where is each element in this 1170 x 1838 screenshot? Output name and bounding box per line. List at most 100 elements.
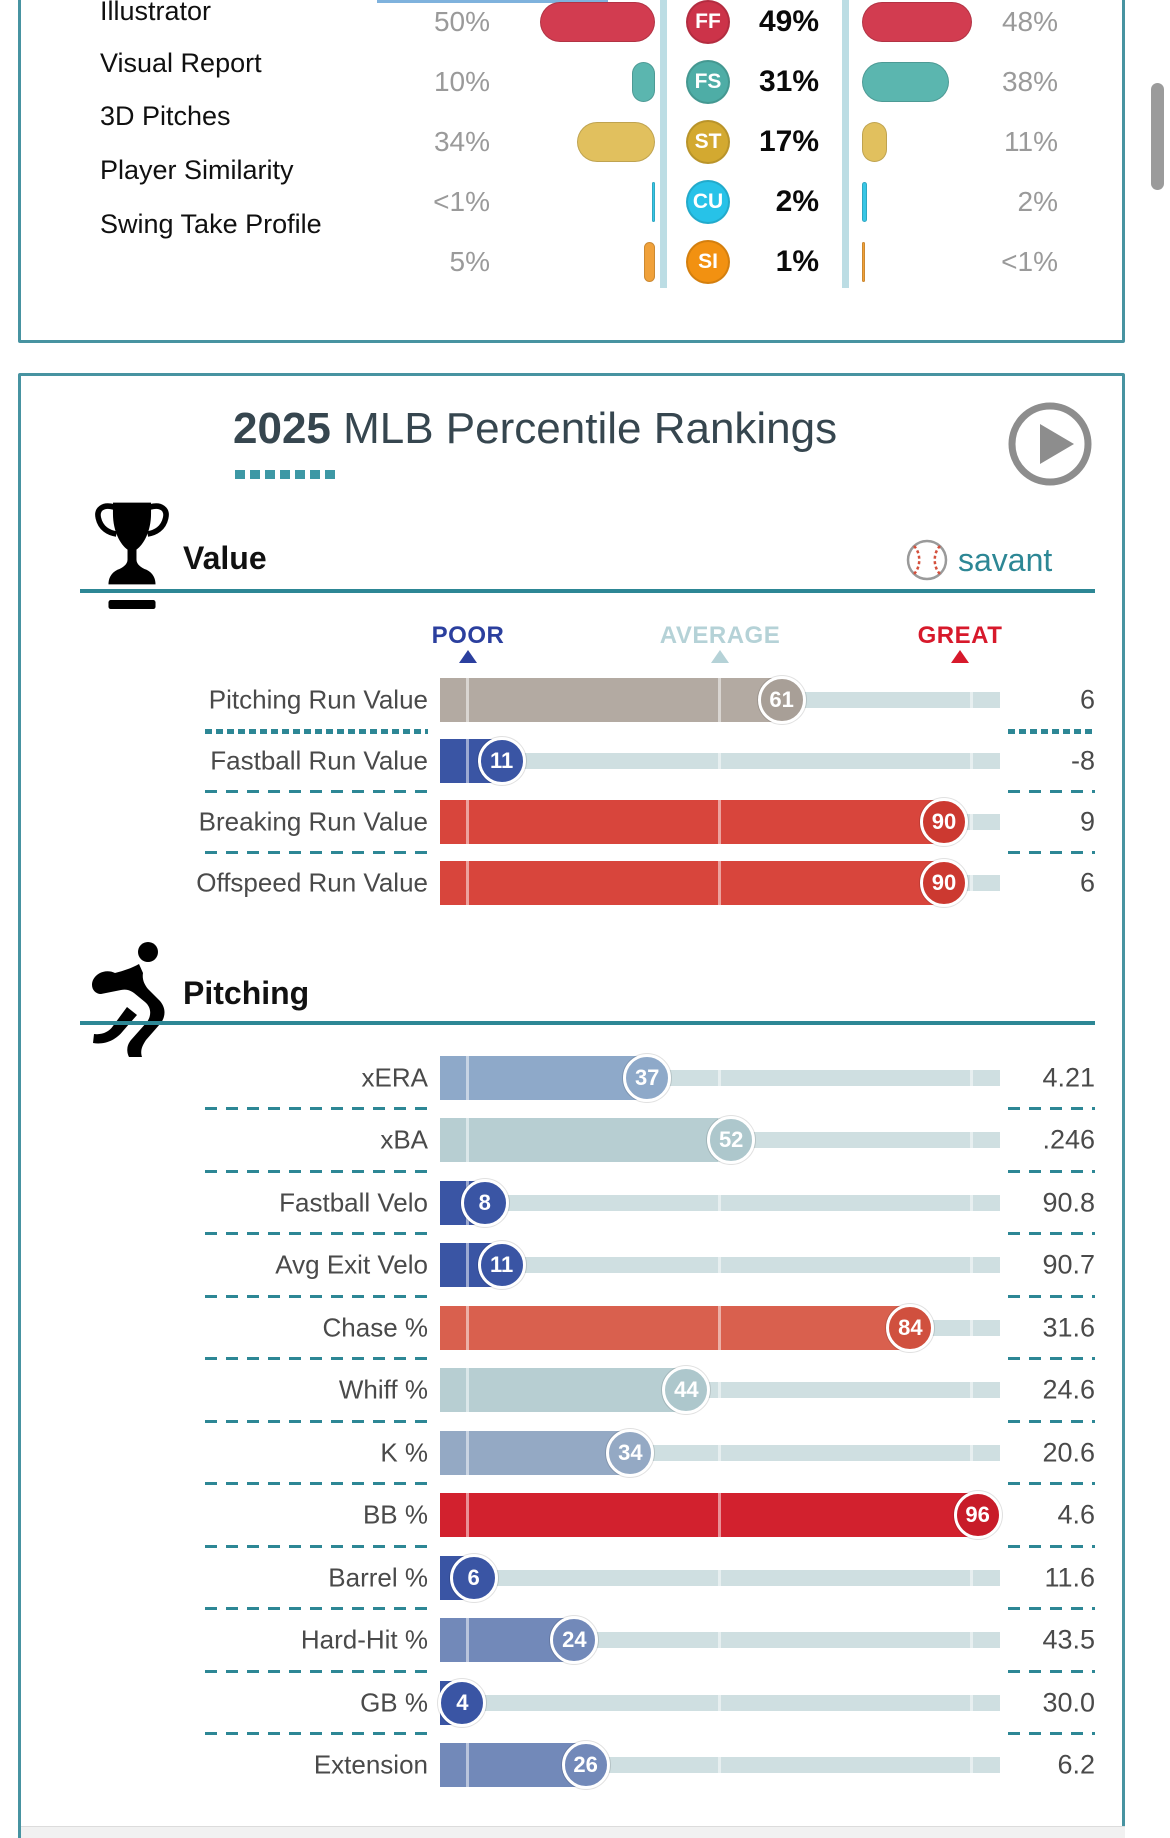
row-separator [205,1420,428,1423]
stat-label: Fastball Velo [279,1187,428,1218]
pitch-left-pct: 34% [433,126,490,157]
percentile-track: 96 [440,1491,1002,1539]
value-section-rule [80,589,1095,593]
tick-50th [718,1743,721,1787]
row-separator [1008,1607,1095,1610]
stat-value: 90.8 [1042,1187,1095,1218]
stat-row-barrel-pct[interactable]: Barrel % 6 11.6 [0,1554,1170,1602]
savant-logo[interactable]: savant [905,537,1052,583]
stat-value: 11.6 [1044,1562,1095,1593]
stat-label: Pitching Run Value [208,684,428,715]
pitch-type-badge: ST [686,120,730,164]
stat-value: 43.5 [1042,1624,1095,1655]
pitch-row-ff: 50% FF 49% 48% [0,0,1170,52]
stat-value: 4.6 [1057,1499,1095,1530]
row-separator-dotted [205,729,428,734]
stat-label: Barrel % [328,1562,428,1593]
pitch-center-pct: 1% [775,245,819,278]
stat-row-hard-hit-pct[interactable]: Hard-Hit % 24 43.5 [0,1616,1170,1664]
scale-label-average: AVERAGE [659,622,781,649]
tick-95th [970,1056,973,1100]
row-separator [1008,1545,1095,1548]
stat-value: .246 [1042,1124,1095,1155]
scrollbar-thumb[interactable] [1151,83,1164,190]
stat-row-breaking-run-value[interactable]: Breaking Run Value 90 9 [0,798,1170,846]
stat-row-xera[interactable]: xERA 37 4.21 [0,1054,1170,1102]
stat-row-bb-pct[interactable]: BB % 96 4.6 [0,1491,1170,1539]
stat-row-k-pct[interactable]: K % 34 20.6 [0,1429,1170,1477]
row-separator [1008,1295,1095,1298]
row-separator [205,1670,428,1673]
trophy-icon [92,497,172,614]
tick-5th [466,1493,469,1537]
row-separator [205,1607,428,1610]
percentile-track: 61 [440,676,1000,724]
title-dashed-underline [235,470,335,479]
stat-row-whiff-pct[interactable]: Whiff % 44 24.6 [0,1366,1170,1414]
stat-row-pitching-run-value[interactable]: Pitching Run Value 61 6 [0,676,1170,724]
page-title: 2025 MLB Percentile Rankings [233,404,837,454]
title-rest: MLB Percentile Rankings [330,404,838,453]
pitch-right-pct: 11% [1004,126,1058,157]
menu-item-swing-take[interactable]: Swing Take Profile [100,209,322,239]
pitch-left-pct: <1% [433,186,490,217]
percentile-track: 52 [440,1116,1000,1164]
stat-label: GB % [360,1687,428,1718]
percentile-badge: 52 [707,1116,756,1164]
poor-marker-icon [459,650,477,663]
tick-95th [970,1118,973,1162]
pitch-center-pct: 2% [775,185,819,218]
play-animation-button[interactable] [1004,398,1096,490]
pitch-divider-left [660,0,667,288]
stat-label: Fastball Run Value [210,745,428,776]
stat-row-xba[interactable]: xBA 52 .246 [0,1116,1170,1164]
pitch-left-pct: 10% [433,66,490,97]
stat-row-gb-pct[interactable]: GB % 4 30.0 [0,1679,1170,1727]
tick-95th [970,1681,973,1725]
pitch-arsenal-card [18,0,1125,343]
stat-value: 24.6 [1042,1374,1095,1405]
play-icon [1008,402,1092,486]
pitch-pill-left [540,2,655,42]
row-separator [1008,790,1095,793]
stat-label: Extension [313,1749,428,1780]
row-separator [205,851,428,854]
title-year: 2025 [233,404,331,453]
pitch-left-pct: 5% [449,246,490,277]
percentile-bar [440,861,944,905]
menu-item-player-similarity[interactable]: Player Similarity [100,155,294,185]
tick-5th [466,1368,469,1412]
stat-row-fastball-velo[interactable]: Fastball Velo 8 90.8 [0,1179,1170,1227]
percentile-badge: 24 [550,1616,599,1664]
tick-50th [718,1243,721,1287]
pitch-row-cu: <1% CU 2% 2% [0,172,1170,232]
row-separator [205,1107,428,1110]
stat-row-extension[interactable]: Extension 26 6.2 [0,1741,1170,1789]
stat-row-offspeed-run-value[interactable]: Offspeed Run Value 90 6 [0,859,1170,907]
pitch-pill-right [862,122,888,162]
stat-row-fastball-run-value[interactable]: Fastball Run Value 11 -8 [0,737,1170,785]
tick-50th [718,1681,721,1725]
tick-50th [718,1556,721,1600]
menu-item-visual-report[interactable]: Visual Report [100,48,262,78]
percentile-bar [440,1368,687,1412]
menu-item-illustrator[interactable]: Illustrator [100,0,212,26]
stat-value: 6 [1079,684,1095,715]
menu-highlight-edge [377,0,608,3]
menu-item-3d-pitches[interactable]: 3D Pitches [100,101,231,131]
pitch-pill-left [643,242,655,282]
pitch-pill-left [576,122,655,162]
stat-row-chase-pct[interactable]: Chase % 84 31.6 [0,1304,1170,1352]
row-separator [1008,1170,1095,1173]
stat-row-avg-exit-velo[interactable]: Avg Exit Velo 11 90.7 [0,1241,1170,1289]
percentile-track: 90 [440,859,1000,907]
row-separator [1008,851,1095,854]
pitch-pill-right [862,242,865,282]
percentile-track: 11 [440,1241,1000,1289]
row-separator [1008,1107,1095,1110]
tick-50th [718,1056,721,1100]
tick-5th [466,1306,469,1350]
pitch-right-pct: 48% [1001,6,1058,37]
pitch-center-pct: 49% [758,5,819,38]
percentile-bar [440,1743,586,1787]
